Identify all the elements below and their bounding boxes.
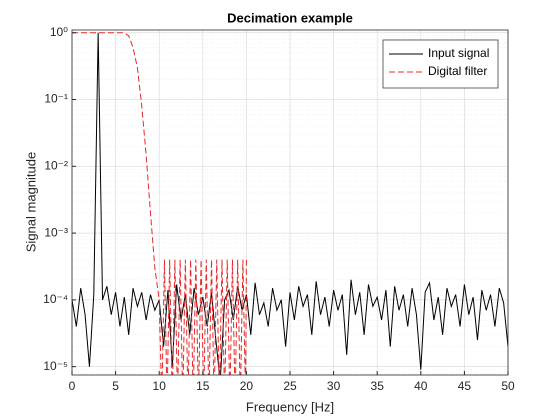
legend: Input signal Digital filter (382, 39, 499, 89)
x-axis-label: Frequency [Hz] (246, 399, 334, 414)
legend-label: Digital filter (428, 64, 487, 78)
ticks: 0 5 10 15 20 25 30 35 40 45 50 10⁻⁵ 10⁻⁴ 10⁻³ 10⁻² 10⁻¹… (43, 25, 515, 393)
lines (72, 32, 508, 375)
chart-title: Decimation example (227, 10, 353, 25)
x-tick-label: 5 (112, 379, 119, 393)
y-tick-label: 10⁻⁴ (43, 292, 68, 306)
x-tick-label: 10 (153, 379, 167, 393)
y-tick-label: 10⁻³ (44, 225, 68, 239)
y-tick-label: 10⁻² (44, 158, 68, 172)
series-line (72, 32, 508, 375)
series-line (72, 32, 247, 375)
legend-label: Input signal (428, 46, 489, 60)
x-tick-label: 25 (283, 379, 297, 393)
y-tick-label: 10⁻⁵ (43, 359, 68, 373)
legend-box (382, 39, 499, 89)
y-tick-label: 10⁻¹ (44, 92, 68, 106)
x-tick-label: 50 (501, 379, 515, 393)
y-axis-label: Signal magnitude (23, 152, 38, 252)
x-tick-label: 30 (327, 379, 341, 393)
x-tick-label: 35 (371, 379, 385, 393)
x-tick-label: 15 (196, 379, 210, 393)
x-tick-label: 40 (414, 379, 428, 393)
x-tick-label: 0 (69, 379, 76, 393)
x-tick-label: 45 (458, 379, 472, 393)
x-tick-label: 20 (240, 379, 254, 393)
y-tick-label: 10⁰ (50, 25, 68, 39)
